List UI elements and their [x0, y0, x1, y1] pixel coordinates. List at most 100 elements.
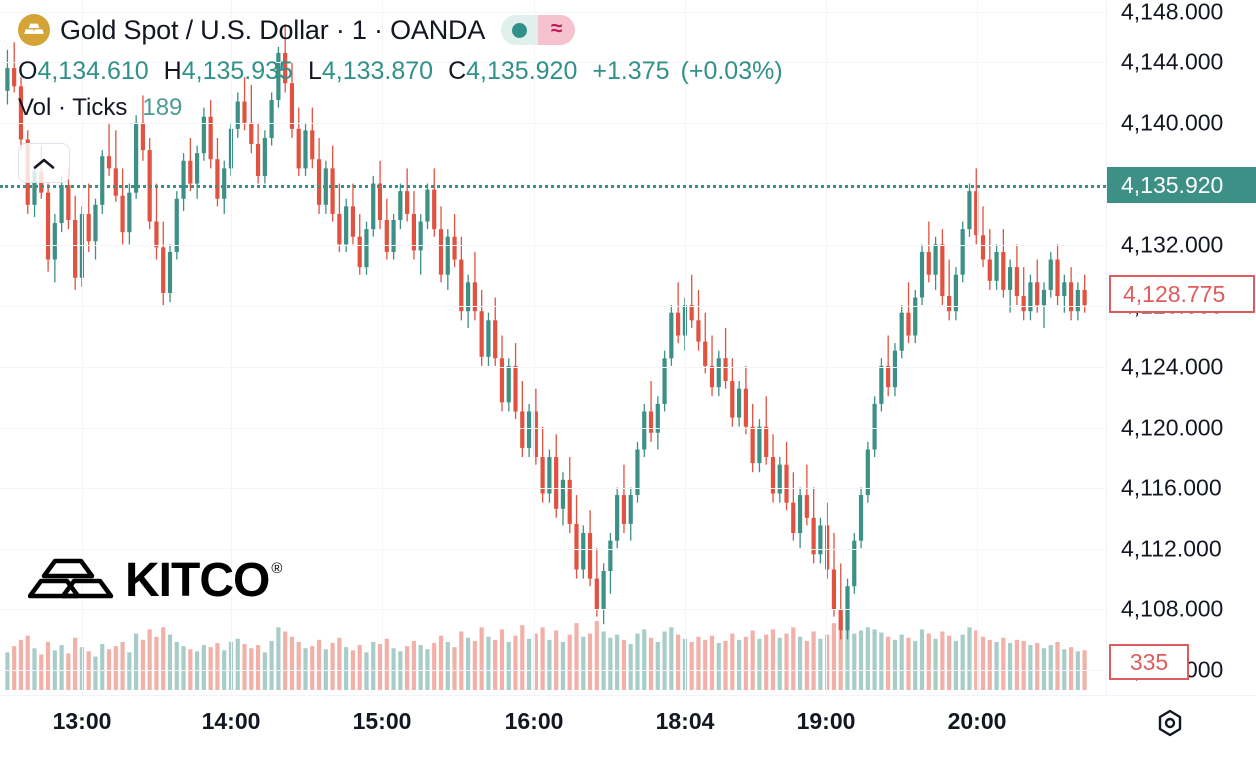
time-axis[interactable]: 13:00 14:00 15:00 16:00 18:04 19:00 20:00 — [0, 695, 1256, 760]
volume-bar — [208, 647, 213, 690]
candle-wick — [108, 122, 110, 176]
gridline-h — [0, 12, 1106, 13]
volume-bar — [967, 627, 972, 690]
candle-body — [574, 523, 579, 570]
volume-bar — [405, 646, 410, 690]
volume-bar — [1021, 640, 1026, 690]
collapse-pane-button[interactable] — [18, 143, 70, 183]
volume-bar — [459, 631, 464, 690]
volume-bar — [418, 645, 423, 690]
volume-bar — [723, 640, 728, 690]
volume-bar — [262, 652, 267, 690]
volume-bar — [411, 640, 416, 690]
price-axis-tick: 4,132.000 — [1121, 231, 1224, 258]
volume-bar — [1048, 645, 1053, 690]
candle-body — [330, 168, 335, 214]
volume-bar — [906, 637, 911, 690]
candle-wick — [840, 563, 842, 640]
candle-body — [357, 236, 362, 268]
price-axis-tick: 4,112.000 — [1121, 535, 1222, 562]
candle-body — [66, 185, 71, 221]
candle-body — [269, 99, 274, 138]
volume-bar — [540, 627, 545, 690]
volume-bar — [947, 635, 952, 690]
volume-bar — [865, 627, 870, 690]
volume-bar — [716, 642, 721, 690]
price-axis-tick: 4,148.000 — [1121, 0, 1224, 25]
volume-bar — [330, 642, 335, 690]
volume-bar — [574, 623, 579, 690]
volume-bar — [784, 633, 789, 690]
chevron-up-icon — [33, 158, 55, 169]
candle-body — [642, 411, 647, 450]
volume-bar — [289, 636, 295, 690]
candle-body — [452, 236, 457, 260]
candle-body — [215, 159, 220, 199]
volume-bar — [100, 644, 105, 690]
candle-body — [398, 191, 403, 221]
candle-body — [825, 525, 830, 570]
volume-bar — [337, 637, 342, 690]
candle-body — [310, 130, 315, 160]
gridline-v — [82, 0, 83, 695]
candle-body — [1075, 289, 1080, 312]
candle-body — [106, 156, 112, 169]
candle-body — [5, 68, 10, 91]
volume-bar — [1035, 642, 1040, 690]
volume-bar — [987, 639, 992, 690]
gridline-v — [685, 0, 686, 695]
candle-body — [1001, 251, 1006, 290]
volume-bar — [425, 649, 430, 690]
candle-body — [438, 229, 444, 275]
volume-bar — [39, 654, 44, 690]
price-axis[interactable]: 4,148.000 4,144.000 4,140.000 4,132.000 4,12… — [1106, 0, 1256, 695]
candle-body — [601, 571, 606, 609]
candle-body — [201, 116, 206, 154]
chart-plot-area[interactable] — [0, 0, 1106, 695]
candle-wick — [806, 464, 808, 526]
price-axis-tick: 4,108.000 — [1121, 595, 1224, 622]
candle-body — [167, 251, 173, 293]
candle-body — [913, 297, 918, 336]
candle-body — [838, 609, 843, 631]
candle-body — [845, 586, 850, 631]
candle-body — [831, 569, 837, 609]
candle-body — [858, 495, 864, 541]
volume-bar — [831, 623, 837, 690]
candle-body — [337, 213, 342, 245]
volume-bar — [154, 636, 159, 690]
candle-body — [696, 320, 701, 342]
hex-settings-icon[interactable] — [1150, 703, 1190, 743]
candle-body — [764, 426, 769, 458]
candle-body — [723, 358, 728, 382]
gridline-h — [0, 245, 1106, 246]
candle-body — [154, 221, 159, 248]
volume-bar — [134, 633, 139, 690]
volume-bar — [635, 633, 640, 690]
gridline-v — [534, 0, 535, 695]
candle-body — [174, 198, 179, 252]
volume-bar — [682, 638, 687, 690]
volume-bar — [249, 648, 254, 690]
volume-bar — [818, 638, 823, 690]
candle-body — [283, 52, 288, 84]
candle-body — [730, 381, 735, 418]
candle-body — [120, 195, 125, 233]
candle-body — [994, 251, 999, 281]
volume-bar — [696, 636, 701, 690]
candle-body — [709, 365, 715, 388]
volume-bar — [167, 634, 173, 690]
candle-body — [493, 320, 498, 359]
volume-bar — [615, 634, 620, 690]
price-axis-tick: 4,120.000 — [1121, 414, 1224, 441]
volume-bar — [567, 634, 572, 690]
candle-body — [1048, 259, 1053, 290]
candle-body — [1035, 282, 1040, 306]
candle-body — [303, 130, 308, 169]
volume-bar — [310, 646, 315, 690]
candle-body — [967, 191, 972, 230]
volume-bar — [852, 633, 857, 690]
volume-bar — [594, 621, 599, 690]
candle-body — [1021, 295, 1026, 312]
candle-body — [459, 259, 464, 312]
